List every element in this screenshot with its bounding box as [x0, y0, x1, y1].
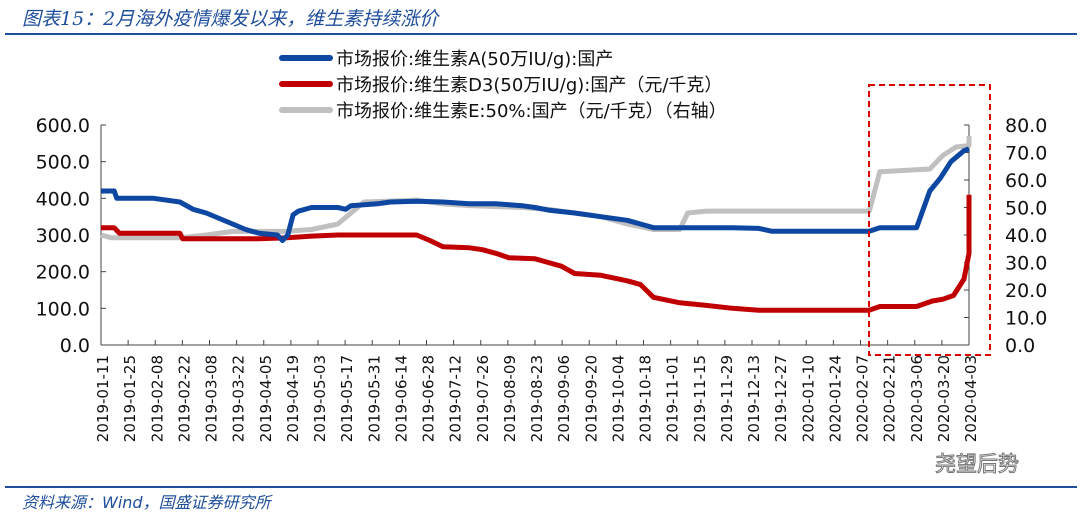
x-tick-label: 2019-03-08 — [203, 355, 221, 442]
x-tick-label: 2019-08-23 — [528, 355, 546, 442]
y-left-tick-label: 200.0 — [36, 262, 90, 284]
x-tick-label: 2020-01-24 — [826, 355, 844, 442]
y-right-tick-label: 70.0 — [1005, 143, 1047, 165]
y-right-tick-label: 50.0 — [1005, 198, 1047, 220]
x-tick-label: 2020-02-21 — [881, 355, 899, 442]
x-tick-label: 2019-07-26 — [474, 355, 492, 442]
footer-divider — [5, 486, 1077, 488]
y-left-tick-label: 0.0 — [60, 335, 90, 357]
y-right-tick-label: 60.0 — [1005, 170, 1047, 192]
x-tick-label: 2019-08-09 — [501, 355, 519, 442]
x-tick-label: 2019-06-28 — [420, 355, 438, 442]
x-tick-label: 2019-05-31 — [365, 355, 383, 442]
x-tick-label: 2019-01-25 — [121, 355, 139, 442]
x-tick-label: 2020-02-07 — [854, 355, 872, 442]
legend-label: 市场报价:维生素A(50万IU/g):国产 — [336, 49, 613, 70]
title-divider — [5, 33, 1077, 35]
x-tick-label: 2019-09-06 — [555, 355, 573, 442]
x-tick-label: 2019-09-20 — [582, 355, 600, 442]
series-line-1 — [101, 194, 972, 313]
y-left-tick-label: 100.0 — [36, 298, 90, 320]
y-left-tick-label: 500.0 — [36, 152, 90, 174]
highlight-box — [868, 84, 991, 356]
x-tick-label: 2019-05-17 — [338, 355, 356, 442]
x-tick-label: 2019-05-03 — [311, 355, 329, 442]
x-tick-label: 2020-01-10 — [799, 355, 817, 442]
x-tick-label: 2019-06-14 — [392, 355, 410, 442]
y-left-tick-label: 400.0 — [36, 188, 90, 210]
x-tick-label: 2019-10-18 — [637, 355, 655, 442]
x-tick-label: 2019-12-27 — [772, 355, 790, 442]
y-right-tick-label: 40.0 — [1005, 225, 1047, 247]
x-tick-label: 2019-12-13 — [745, 355, 763, 442]
x-tick-label: 2019-02-08 — [148, 355, 166, 442]
x-tick-label: 2019-03-22 — [230, 355, 248, 442]
x-tick-label: 2019-01-11 — [94, 355, 112, 442]
x-tick-label: 2019-04-19 — [284, 355, 302, 442]
x-tick-label: 2019-07-12 — [447, 355, 465, 442]
line-chart: 0.0 100.0 200.0 300.0 400.0 500.0 600.0 0.0 10.0… — [36, 49, 1048, 442]
y-right-tick-label: 0.0 — [1005, 335, 1035, 357]
y-left-tick-label: 600.0 — [36, 115, 90, 137]
y-left-tick-label: 300.0 — [36, 225, 90, 247]
x-tick-label: 2019-02-22 — [175, 355, 193, 442]
x-tick-label: 2019-11-15 — [691, 355, 709, 442]
y-right-tick-label: 10.0 — [1005, 308, 1047, 330]
x-tick-label: 2020-03-20 — [935, 355, 953, 442]
series-line-0 — [101, 146, 970, 243]
x-tick-label: 2019-04-05 — [257, 355, 275, 442]
legend-label: 市场报价:维生素E:50%:国产（元/千克）（右轴） — [336, 101, 727, 122]
x-tick-label: 2019-11-01 — [664, 355, 682, 442]
y-right-tick-label: 80.0 — [1005, 115, 1047, 137]
y-right-tick-label: 30.0 — [1005, 253, 1047, 275]
figure-title: 图表15：2月海外疫情爆发以来，维生素持续涨价 — [22, 8, 439, 30]
watermark: 尧望后势 — [935, 452, 1020, 477]
source-note: 资料来源：Wind，国盛证券研究所 — [22, 493, 271, 512]
x-tick-label: 2020-03-06 — [908, 355, 926, 442]
x-tick-label: 2019-10-04 — [609, 355, 627, 442]
legend-label: 市场报价:维生素D3(50万IU/g):国产（元/千克） — [336, 75, 722, 96]
y-right-tick-label: 20.0 — [1005, 280, 1047, 302]
x-tick-label: 2020-04-03 — [962, 355, 980, 442]
x-tick-label: 2019-11-29 — [718, 355, 736, 442]
